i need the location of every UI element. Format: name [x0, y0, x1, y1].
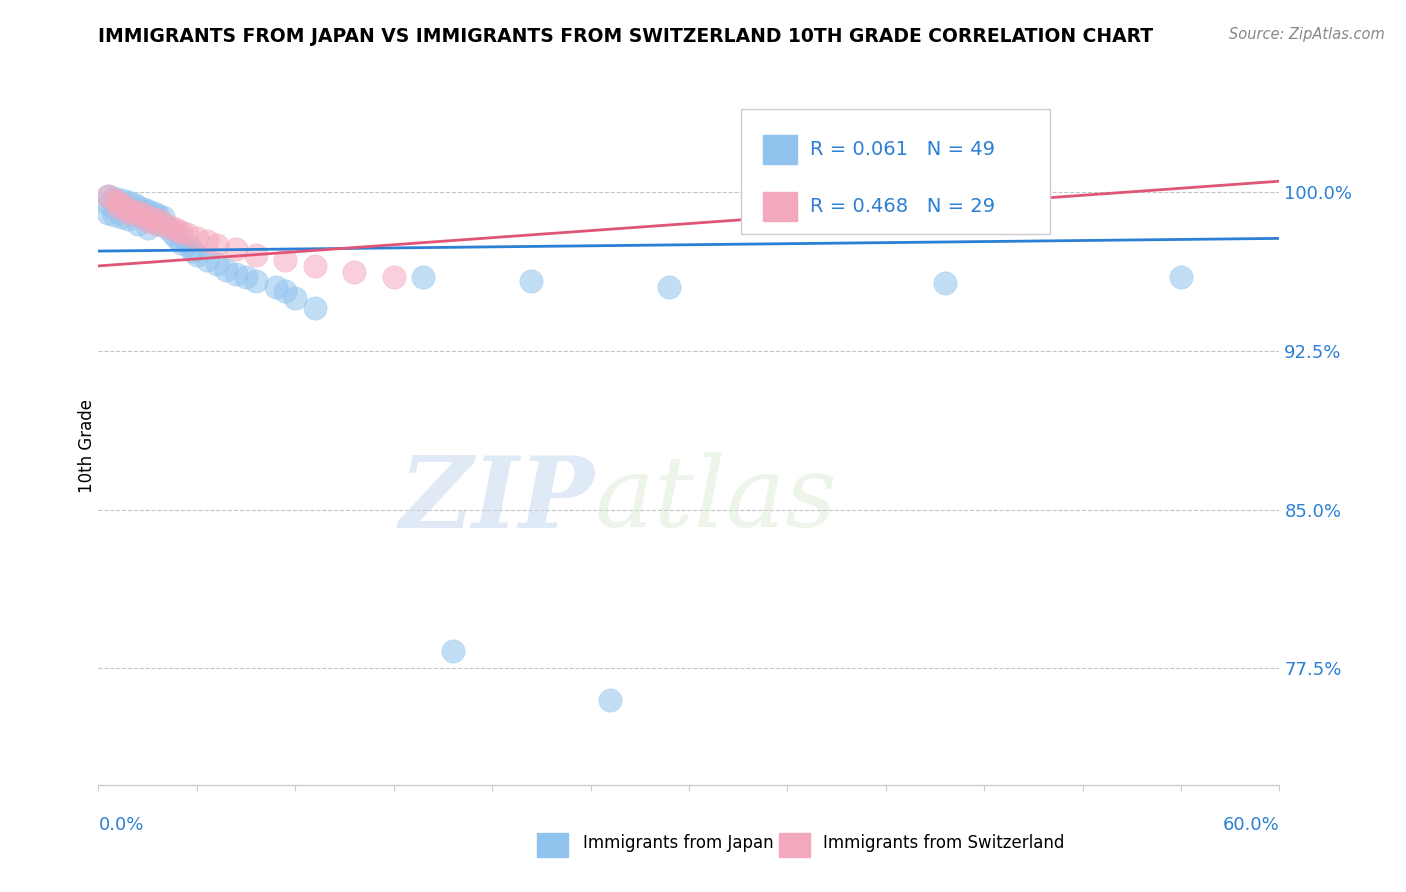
Point [136, 214, 159, 228]
Point [284, 291, 307, 305]
Point [205, 257, 228, 271]
Point [146, 208, 169, 222]
Point [245, 248, 267, 262]
Point [382, 269, 405, 284]
Point [127, 217, 149, 231]
Point [127, 208, 149, 222]
Point [156, 219, 179, 233]
Point [274, 252, 297, 267]
Point [166, 223, 188, 237]
Point [122, 203, 145, 218]
Point [658, 280, 681, 294]
Point [304, 259, 326, 273]
Point [97, 189, 120, 203]
Point [142, 206, 165, 220]
Point [122, 206, 145, 220]
Point [146, 217, 169, 231]
Point [136, 220, 159, 235]
Text: 0.0%: 0.0% [98, 816, 143, 834]
Point [127, 208, 149, 222]
Point [225, 268, 247, 282]
Point [111, 197, 134, 211]
Text: 60.0%: 60.0% [1223, 816, 1279, 834]
Point [176, 227, 198, 241]
Point [107, 195, 129, 210]
Point [1170, 269, 1192, 284]
Point [117, 206, 139, 220]
Point [117, 195, 139, 210]
Text: atlas: atlas [595, 452, 837, 548]
Y-axis label: 10th Grade: 10th Grade [77, 399, 96, 493]
Point [150, 214, 173, 228]
Point [107, 200, 129, 214]
Text: R = 0.468   N = 29: R = 0.468 N = 29 [810, 197, 995, 216]
Point [441, 644, 464, 658]
Point [97, 197, 120, 211]
Point [136, 203, 159, 218]
Text: Immigrants from Switzerland: Immigrants from Switzerland [823, 834, 1064, 852]
Point [97, 189, 120, 203]
Point [111, 193, 134, 207]
Point [205, 237, 228, 252]
Point [304, 301, 326, 316]
Point [111, 210, 134, 224]
Point [186, 231, 208, 245]
Point [136, 210, 159, 224]
Point [170, 225, 193, 239]
Point [103, 208, 125, 222]
Text: IMMIGRANTS FROM JAPAN VS IMMIGRANTS FROM SWITZERLAND 10TH GRADE CORRELATION CHAR: IMMIGRANTS FROM JAPAN VS IMMIGRANTS FROM… [98, 27, 1153, 45]
Point [152, 210, 174, 224]
Point [97, 206, 120, 220]
Point [127, 200, 149, 214]
Point [520, 274, 543, 288]
Text: ZIP: ZIP [399, 452, 595, 549]
Point [412, 269, 434, 284]
Point [111, 202, 134, 216]
Point [162, 220, 184, 235]
Point [117, 212, 139, 227]
Text: Source: ZipAtlas.com: Source: ZipAtlas.com [1229, 27, 1385, 42]
Point [274, 285, 297, 299]
Point [142, 214, 165, 228]
Point [103, 200, 125, 214]
Point [117, 202, 139, 216]
Point [235, 269, 257, 284]
Point [131, 206, 153, 220]
Point [142, 212, 165, 227]
Point [599, 693, 621, 707]
Point [176, 237, 198, 252]
Text: R = 0.061   N = 49: R = 0.061 N = 49 [810, 140, 995, 159]
Point [132, 202, 155, 216]
Point [225, 242, 247, 256]
Point [170, 235, 193, 250]
Point [132, 210, 155, 224]
Point [162, 227, 184, 241]
Point [117, 203, 139, 218]
Point [215, 263, 238, 277]
Point [146, 217, 169, 231]
Point [343, 265, 366, 279]
Point [264, 280, 287, 294]
Point [103, 191, 125, 205]
Point [136, 212, 159, 227]
Point [934, 276, 956, 290]
Point [245, 274, 267, 288]
Point [181, 244, 204, 259]
Point [156, 220, 179, 235]
Point [166, 231, 188, 245]
Point [195, 234, 218, 248]
Text: Immigrants from Japan: Immigrants from Japan [583, 834, 775, 852]
Point [195, 252, 218, 267]
Point [103, 193, 125, 207]
Point [186, 248, 208, 262]
Point [122, 197, 145, 211]
